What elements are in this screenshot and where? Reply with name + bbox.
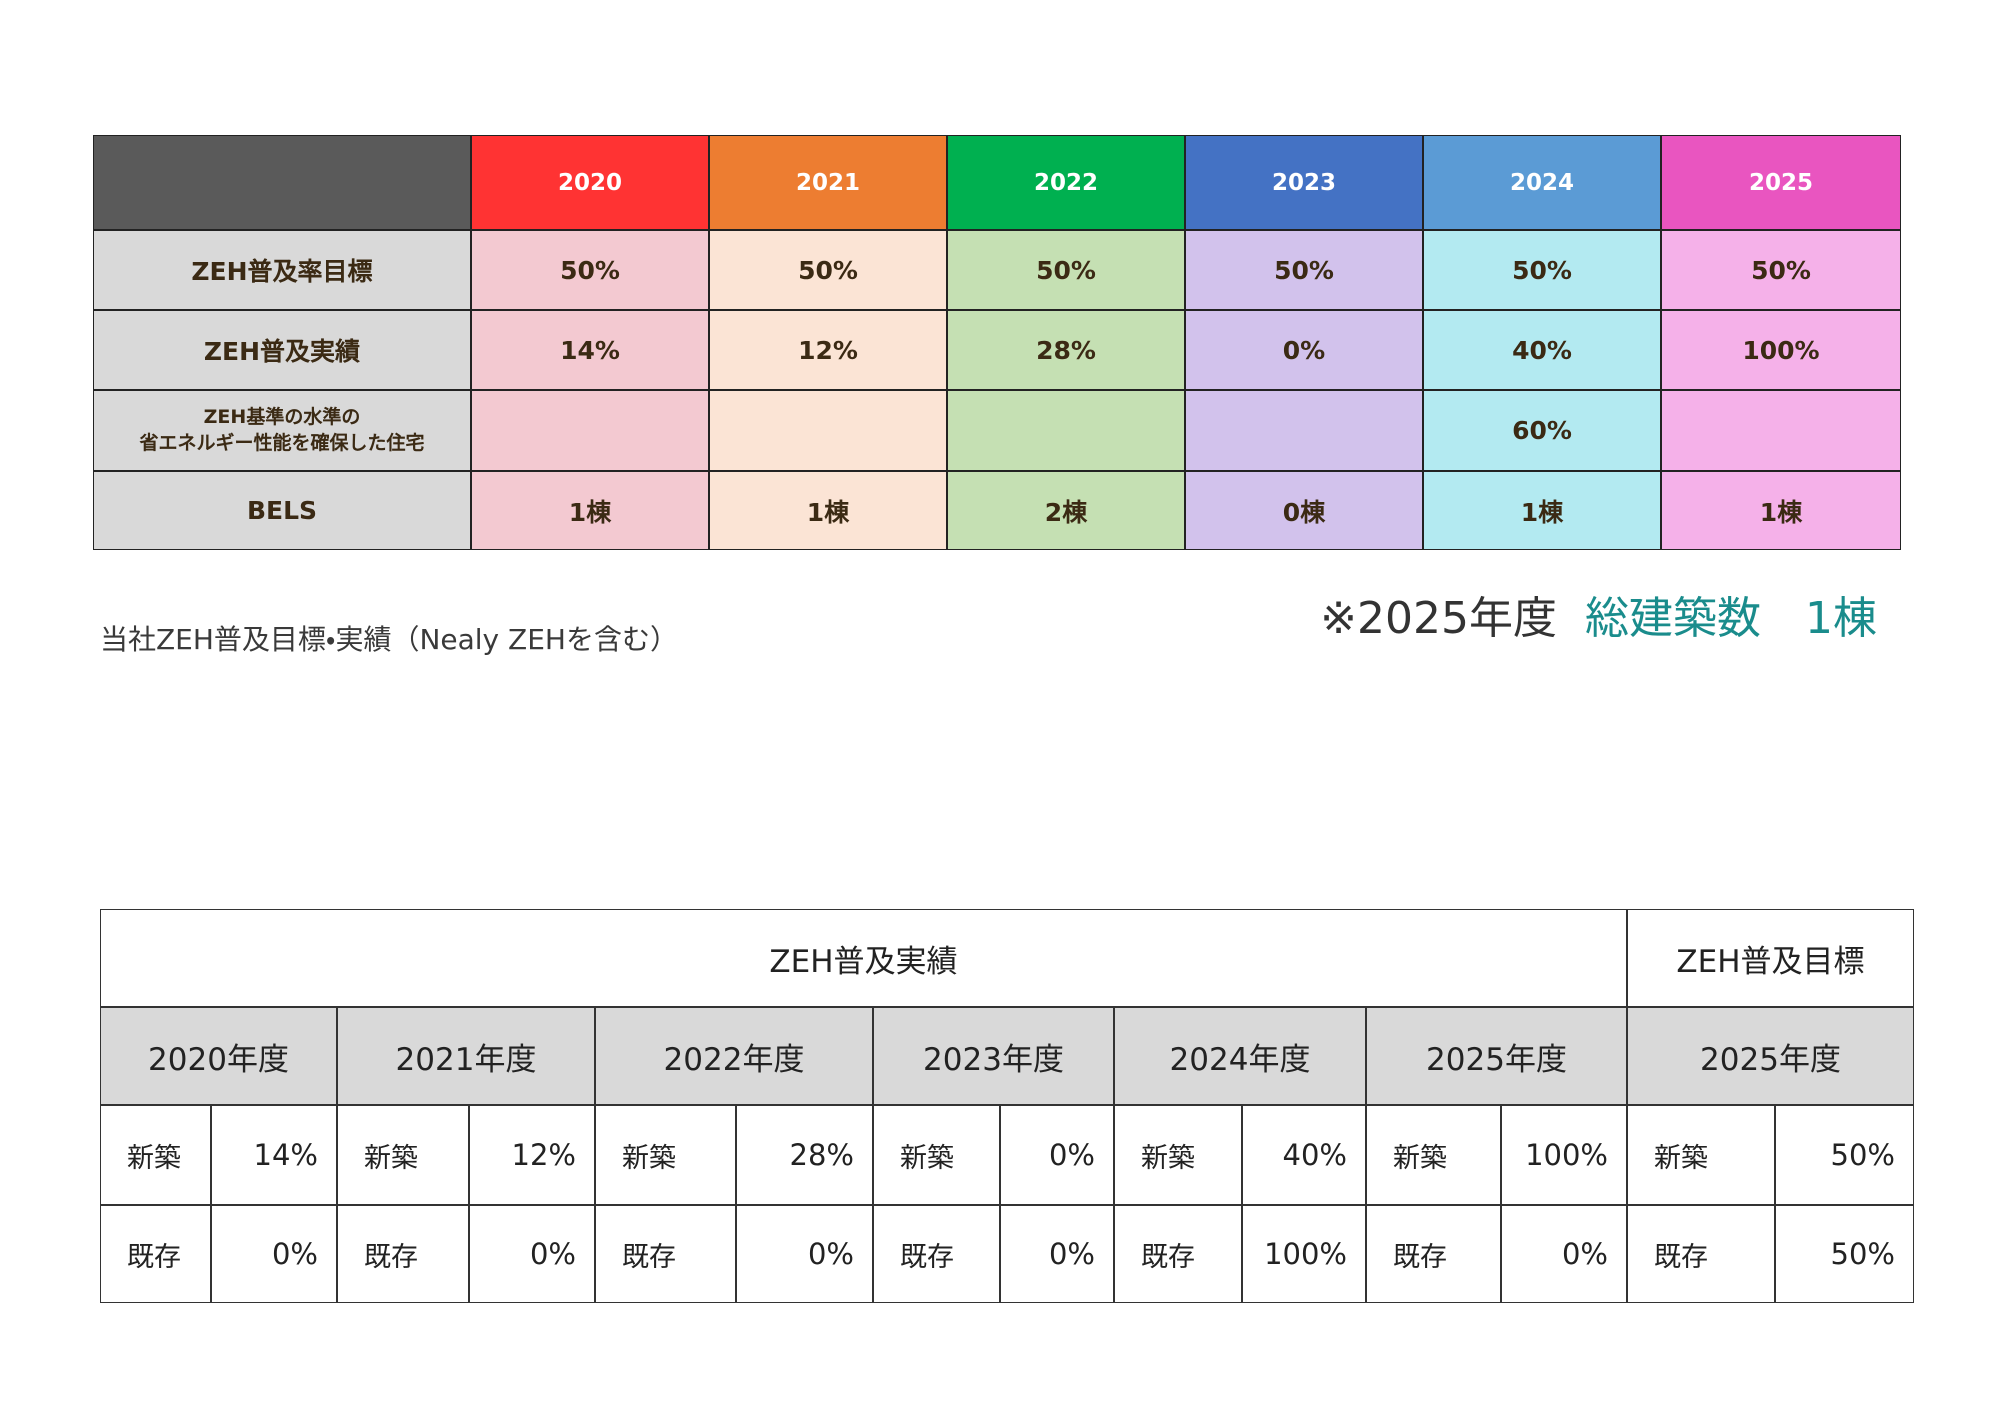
row-label: ZEH基準の水準の 省エネルギー性能を確保した住宅 [93,390,471,471]
table-cell: 0% [1185,310,1423,390]
table-cell: 12% [709,310,947,390]
year-header: 2023年度 [873,1007,1114,1105]
value-cell: 28% [736,1105,873,1205]
results-title: ZEH普及実績 [100,909,1627,1007]
row-label: 新築 [873,1105,1000,1205]
table-cell: 2棟 [947,471,1185,550]
table-cell: 100% [1661,310,1901,390]
table-cell: 1棟 [1661,471,1901,550]
row-label: ZEH普及率目標 [93,230,471,310]
row-label: 新築 [337,1105,469,1205]
table-cell: 0棟 [1185,471,1423,550]
table-cell: 50% [709,230,947,310]
table-cell [709,390,947,471]
row-label: 既存 [1366,1205,1501,1303]
value-cell: 0% [1501,1205,1627,1303]
value-cell: 0% [211,1205,337,1303]
year-header: 2020 [471,135,709,230]
table-cell: 40% [1423,310,1661,390]
value-cell: 100% [1242,1205,1366,1303]
table-cell: 50% [1423,230,1661,310]
row-label: 既存 [595,1205,736,1303]
table-cell: 28% [947,310,1185,390]
row-label: 新築 [595,1105,736,1205]
year-header: 2020年度 [100,1007,337,1105]
year-header: 2023 [1185,135,1423,230]
value-cell: 0% [736,1205,873,1303]
value-cell: 12% [469,1105,595,1205]
target-title: ZEH普及目標 [1627,909,1914,1007]
table-cell: 1棟 [471,471,709,550]
year-header: 2025年度 [1366,1007,1627,1105]
year-header: 2021 [709,135,947,230]
value-cell: 14% [211,1105,337,1205]
table-cell: 1棟 [1423,471,1661,550]
row-label: 新築 [1114,1105,1242,1205]
table-cell: 14% [471,310,709,390]
year-header: 2022年度 [595,1007,873,1105]
note-prefix: ※2025年度 [1320,593,1557,644]
row-label: 既存 [1114,1205,1242,1303]
row-label: ZEH普及実績 [93,310,471,390]
value-cell: 0% [1000,1105,1114,1205]
table-cell: 50% [1661,230,1901,310]
row-label: 新築 [100,1105,211,1205]
year-header: 2021年度 [337,1007,595,1105]
table-cell: 50% [1185,230,1423,310]
year-header: 2024年度 [1114,1007,1366,1105]
value-cell: 0% [1000,1205,1114,1303]
table-cell: 1棟 [709,471,947,550]
value-cell: 100% [1501,1105,1627,1205]
row-label: 既存 [873,1205,1000,1303]
year-header: 2025 [1661,135,1901,230]
row-label: BELS [93,471,471,550]
table-cell [947,390,1185,471]
header-corner [93,135,471,230]
year-header: 2024 [1423,135,1661,230]
value-cell: 40% [1242,1105,1366,1205]
table-cell: 60% [1423,390,1661,471]
table-cell: 50% [947,230,1185,310]
row-label: 新築 [1627,1105,1775,1205]
value-cell: 0% [469,1205,595,1303]
row-label: 既存 [337,1205,469,1303]
note-text: 総建築数 1棟 [1585,593,1877,644]
value-cell: 50% [1775,1205,1914,1303]
table-cell: 50% [471,230,709,310]
row-label: 新築 [1366,1105,1501,1205]
year-header: 2025年度 [1627,1007,1914,1105]
table-cell [471,390,709,471]
year-header: 2022 [947,135,1185,230]
value-cell: 50% [1775,1105,1914,1205]
row-label: 既存 [100,1205,211,1303]
table-cell [1185,390,1423,471]
caption: 当社ZEH普及目標・実績（Nealy ZEHを含む） [100,623,678,656]
table-cell [1661,390,1901,471]
note: ※2025年度 総建築数 1棟 [1320,586,1877,644]
row-label: 既存 [1627,1205,1775,1303]
